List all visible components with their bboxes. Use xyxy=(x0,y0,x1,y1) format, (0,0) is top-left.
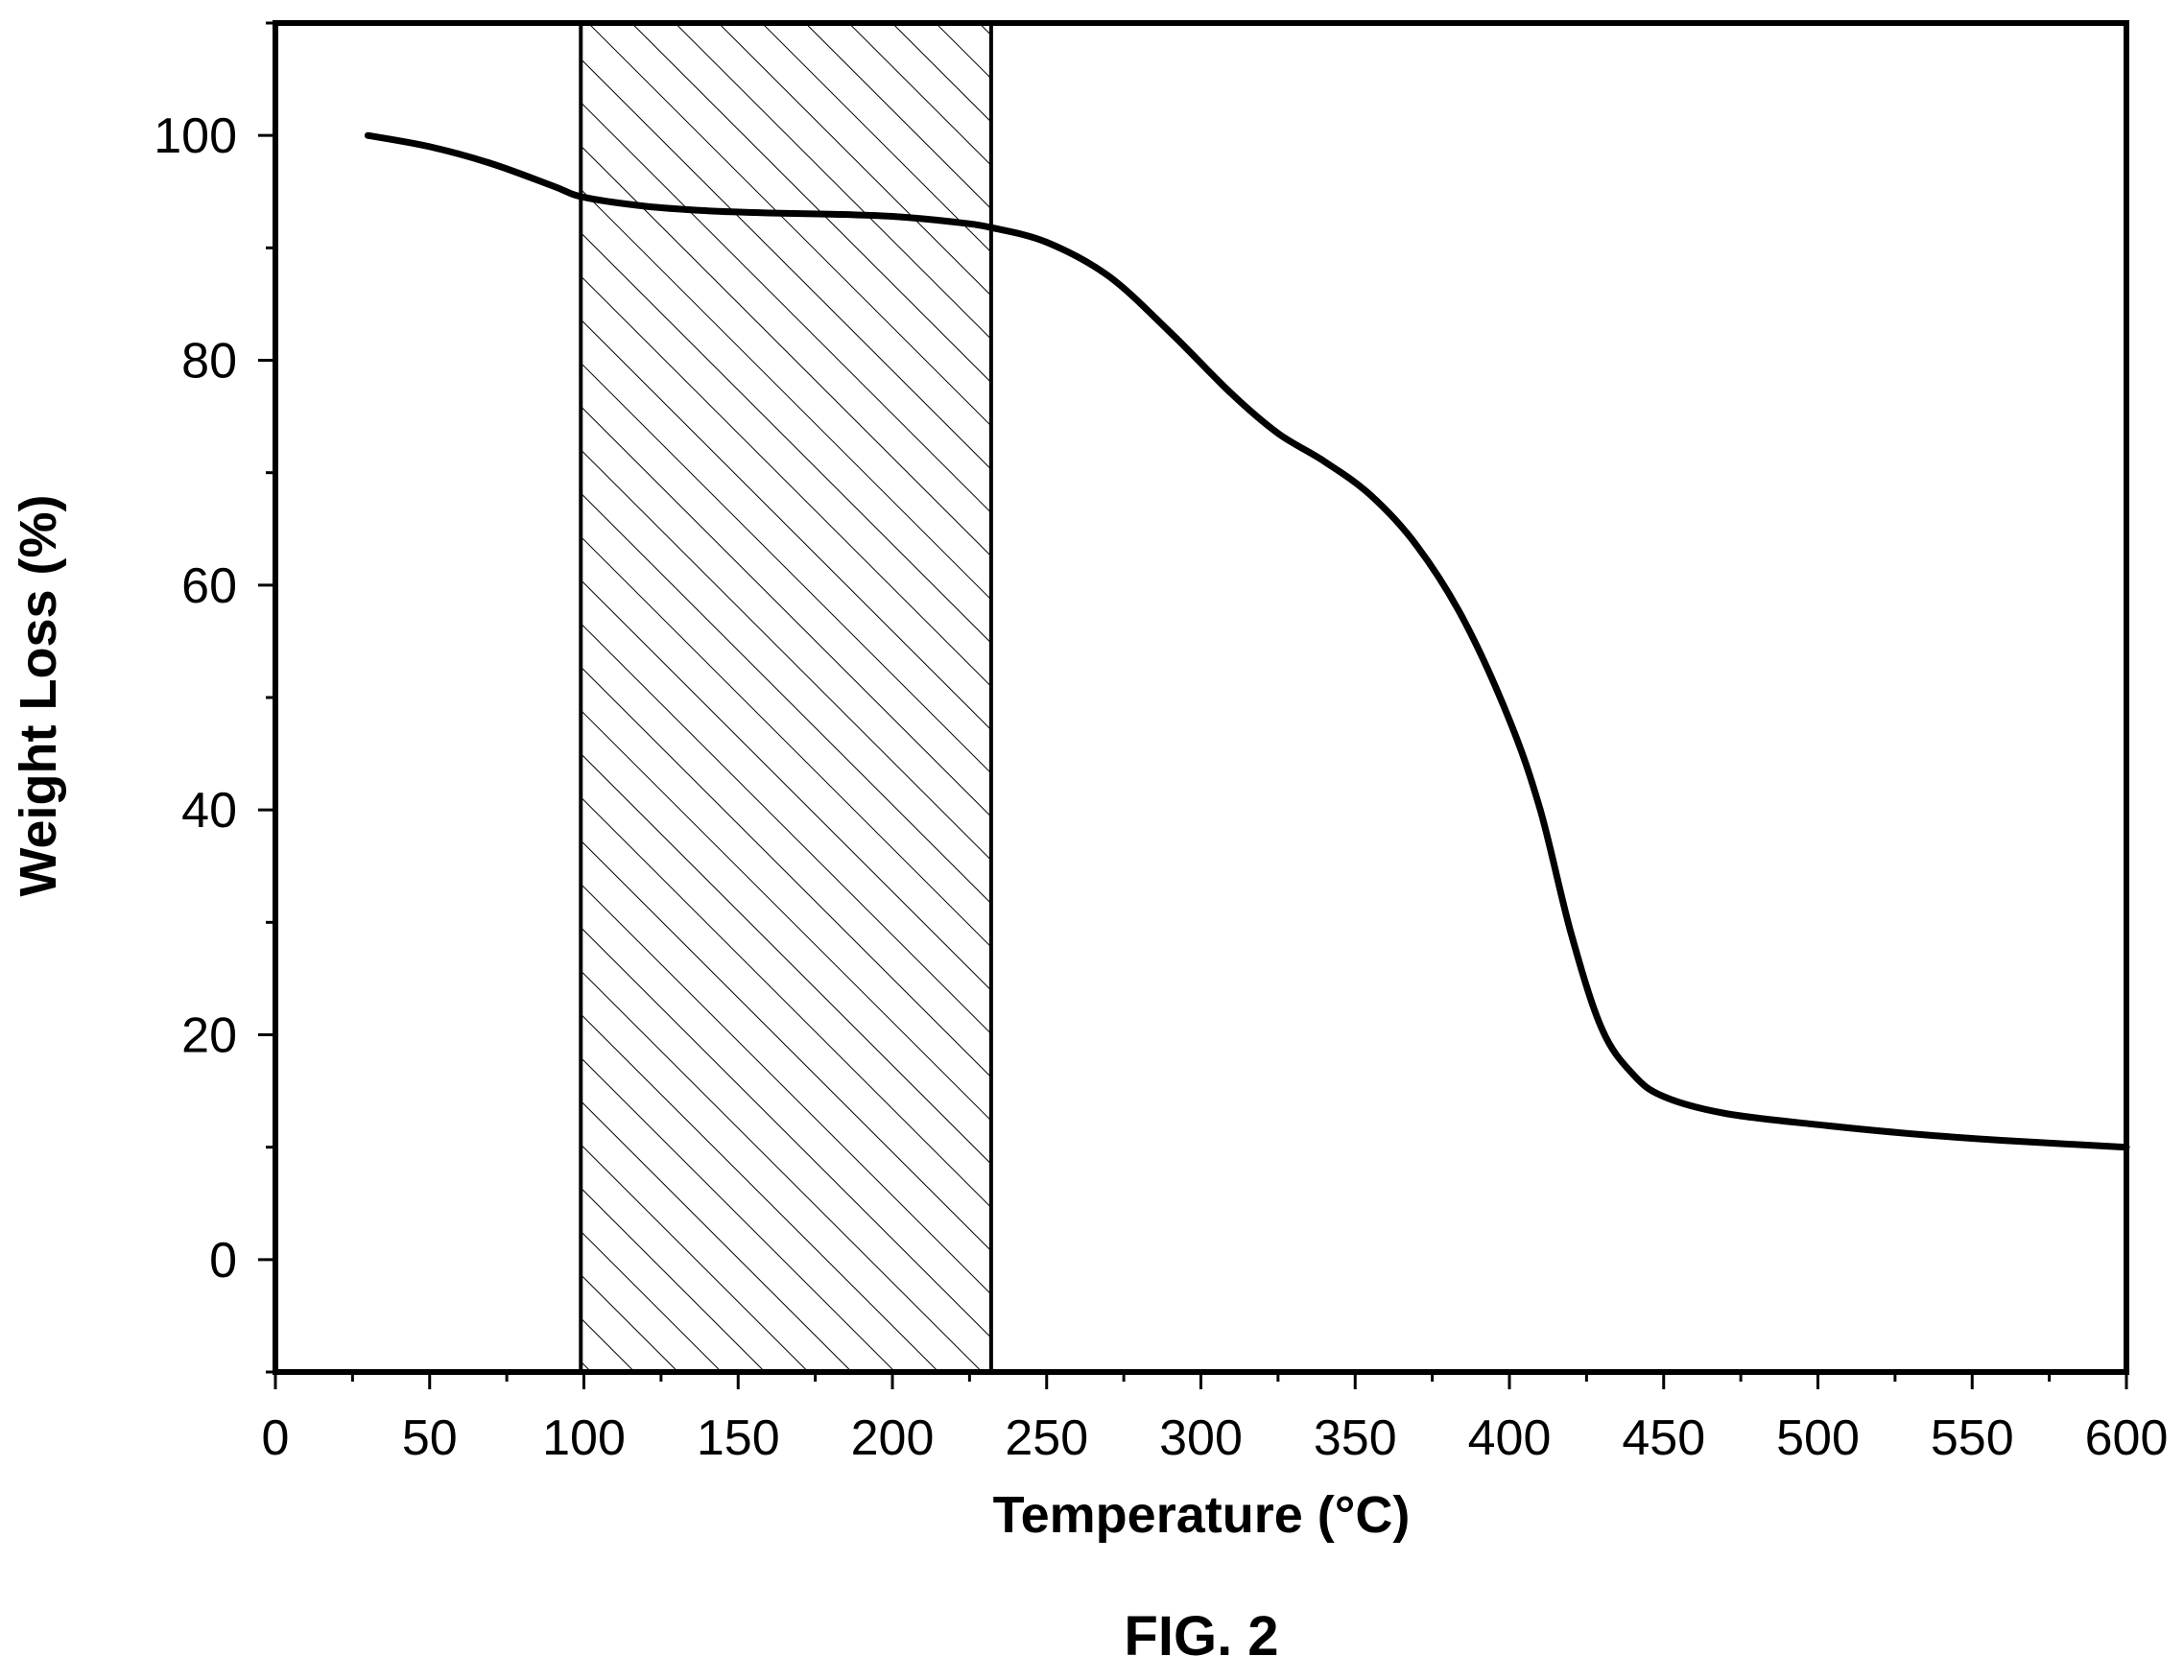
x-tick-label: 0 xyxy=(262,1410,290,1466)
x-tick-label: 350 xyxy=(1314,1410,1397,1466)
y-tick-label: 80 xyxy=(181,334,237,390)
x-tick-label: 600 xyxy=(2085,1410,2169,1466)
y-tick-label: 40 xyxy=(181,783,237,839)
x-axis-title: Temperature (°C) xyxy=(993,1486,1411,1544)
x-tick-label: 300 xyxy=(1159,1410,1243,1466)
shaded-region xyxy=(581,23,991,1372)
y-tick-label: 100 xyxy=(154,108,237,164)
y-tick-label: 0 xyxy=(209,1233,237,1289)
plot-frame xyxy=(273,20,2129,1375)
x-tick-label: 500 xyxy=(1776,1410,1860,1466)
x-tick-label: 100 xyxy=(542,1410,626,1466)
y-tick-label: 60 xyxy=(181,558,237,614)
y-tick-label: 20 xyxy=(181,1008,237,1064)
x-tick-label: 550 xyxy=(1931,1410,2014,1466)
y-axis-title: Weight Loss (%) xyxy=(10,494,67,896)
x-tick-label: 150 xyxy=(697,1410,780,1466)
weight-loss-curve xyxy=(364,131,2130,1151)
x-tick-label: 50 xyxy=(402,1410,458,1466)
x-tick-label: 250 xyxy=(1005,1410,1088,1466)
x-tick-label: 400 xyxy=(1468,1410,1552,1466)
x-tick-label: 200 xyxy=(851,1410,935,1466)
x-tick-label: 450 xyxy=(1622,1410,1705,1466)
figure-label: FIG. 2 xyxy=(1124,1605,1278,1668)
